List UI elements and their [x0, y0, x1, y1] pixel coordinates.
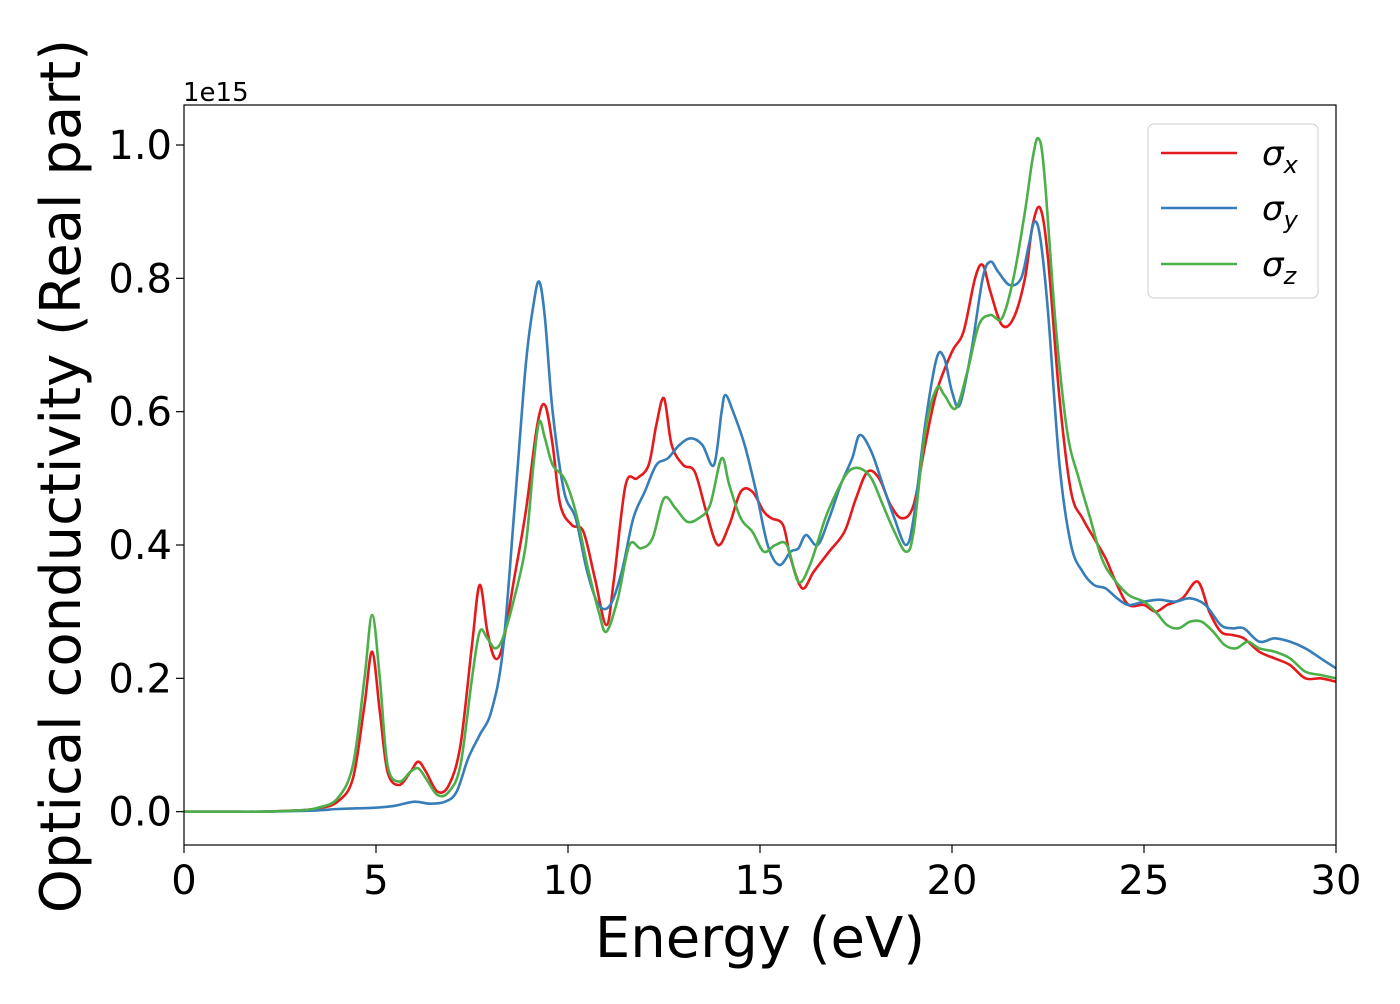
- y-offset-text: 1e15: [183, 78, 249, 108]
- x-tick-label: 15: [735, 858, 786, 904]
- x-tick-label: 20: [927, 858, 978, 904]
- y-axis-label: Optical conductivity (Real part): [29, 39, 94, 913]
- legend: σx σy σz: [1147, 123, 1319, 299]
- x-tick-label: 30: [1311, 858, 1362, 904]
- x-tick-label: 10: [543, 858, 594, 904]
- legend-box: [1147, 123, 1319, 299]
- legend-label-y: σy: [1262, 189, 1299, 234]
- series-line-y: [184, 220, 1336, 814]
- y-tick-label: 0.4: [108, 523, 172, 569]
- series-layer: [184, 136, 1336, 814]
- y-tick-label: 0.8: [108, 256, 172, 302]
- x-tick-label: 0: [171, 858, 196, 904]
- x-axis: 0 5 10 15 20 25 30: [171, 845, 1361, 904]
- series-line-z: [184, 136, 1336, 814]
- y-tick-label: 0.0: [108, 790, 172, 836]
- legend-label-x: σx: [1262, 134, 1299, 179]
- y-tick-label: 0.6: [108, 390, 172, 436]
- plot-area: [184, 105, 1336, 845]
- legend-label-z: σz: [1262, 245, 1298, 290]
- x-tick-label: 25: [1119, 858, 1170, 904]
- x-tick-label: 5: [363, 858, 388, 904]
- x-axis-label: Energy (eV): [595, 906, 925, 971]
- y-axis: 0.0 0.2 0.4 0.6 0.8 1.0: [108, 123, 184, 836]
- y-tick-label: 1.0: [108, 123, 172, 169]
- y-tick-label: 0.2: [108, 656, 172, 702]
